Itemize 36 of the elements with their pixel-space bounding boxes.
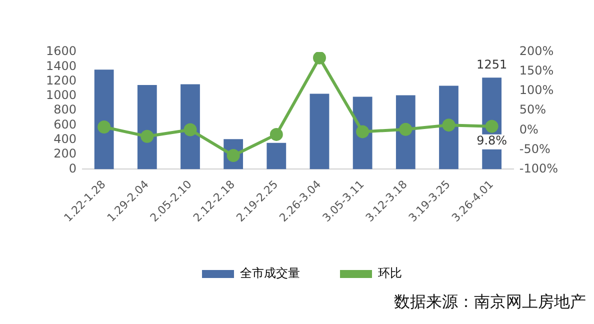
bar: [137, 84, 157, 170]
data-label: 9.8%: [476, 133, 508, 148]
point: [485, 120, 498, 133]
y-tick-label: 1200: [46, 73, 77, 88]
y-tick-label: 400: [54, 132, 77, 146]
point: [312, 52, 326, 64]
y-tick-label: 0: [68, 161, 77, 176]
y-tick-label: 200: [54, 146, 77, 161]
point: [184, 123, 197, 136]
point: [98, 120, 111, 134]
point: [356, 125, 370, 138]
y-tick-label: 1000: [46, 88, 77, 102]
legend-label: 全市成交量: [240, 266, 300, 280]
bar: [310, 94, 330, 170]
y2-tick-label: 50%: [519, 102, 546, 117]
y-tick-label: 600: [54, 117, 77, 132]
point: [399, 122, 412, 136]
point: [442, 118, 456, 132]
point: [140, 130, 154, 143]
y-tick-label: 800: [54, 102, 77, 117]
y-tick-label: 1600: [46, 44, 77, 58]
bar: [94, 70, 114, 170]
y2-tick-label: 200%: [519, 44, 554, 58]
y2-tick-label: -50%: [519, 142, 550, 156]
source-note: 数据来源：南京网上房地产: [394, 292, 586, 313]
point: [270, 128, 283, 141]
bar: [266, 142, 286, 170]
legend-label: 环比: [378, 266, 402, 280]
bar: [439, 86, 458, 170]
data-label: 1251: [476, 58, 508, 72]
y-tick-label: 1400: [46, 58, 77, 73]
bar: [180, 84, 200, 170]
y2-tick-label: 150%: [519, 64, 554, 78]
y2-tick-label: 100%: [519, 83, 554, 98]
y2-tick-label: -100%: [519, 161, 558, 176]
y2-tick-label: 0%: [519, 122, 538, 136]
